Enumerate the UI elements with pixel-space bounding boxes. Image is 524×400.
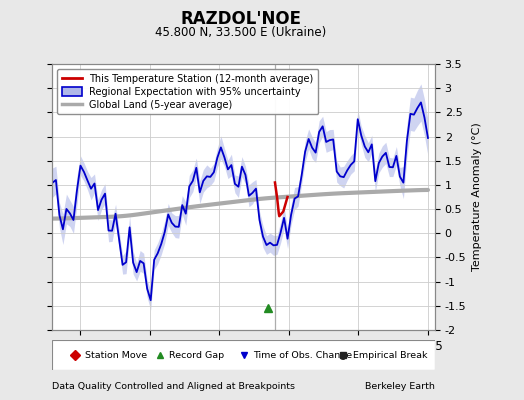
- Y-axis label: Temperature Anomaly (°C): Temperature Anomaly (°C): [472, 123, 482, 271]
- Text: 45.800 N, 33.500 E (Ukraine): 45.800 N, 33.500 E (Ukraine): [156, 26, 326, 39]
- Text: Station Move: Station Move: [85, 350, 147, 360]
- Text: Time of Obs. Change: Time of Obs. Change: [253, 350, 352, 360]
- Text: Berkeley Earth: Berkeley Earth: [365, 382, 435, 391]
- Text: RAZDOL'NOE: RAZDOL'NOE: [181, 10, 301, 28]
- Legend: This Temperature Station (12-month average), Regional Expectation with 95% uncer: This Temperature Station (12-month avera…: [57, 69, 319, 114]
- FancyBboxPatch shape: [52, 340, 435, 370]
- Text: Record Gap: Record Gap: [169, 350, 224, 360]
- Text: Empirical Break: Empirical Break: [353, 350, 427, 360]
- Text: Data Quality Controlled and Aligned at Breakpoints: Data Quality Controlled and Aligned at B…: [52, 382, 296, 391]
